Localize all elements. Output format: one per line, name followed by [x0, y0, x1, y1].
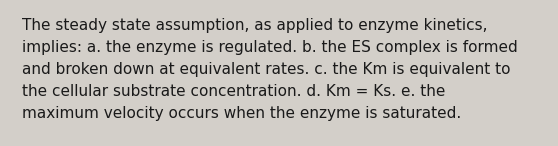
- Text: the cellular substrate concentration. d. Km = Ks. e. the: the cellular substrate concentration. d.…: [22, 84, 445, 99]
- Text: and broken down at equivalent rates. c. the Km is equivalent to: and broken down at equivalent rates. c. …: [22, 62, 511, 77]
- Text: maximum velocity occurs when the enzyme is saturated.: maximum velocity occurs when the enzyme …: [22, 106, 461, 121]
- Text: The steady state assumption, as applied to enzyme kinetics,: The steady state assumption, as applied …: [22, 18, 488, 33]
- Text: implies: a. the enzyme is regulated. b. the ES complex is formed: implies: a. the enzyme is regulated. b. …: [22, 40, 518, 55]
